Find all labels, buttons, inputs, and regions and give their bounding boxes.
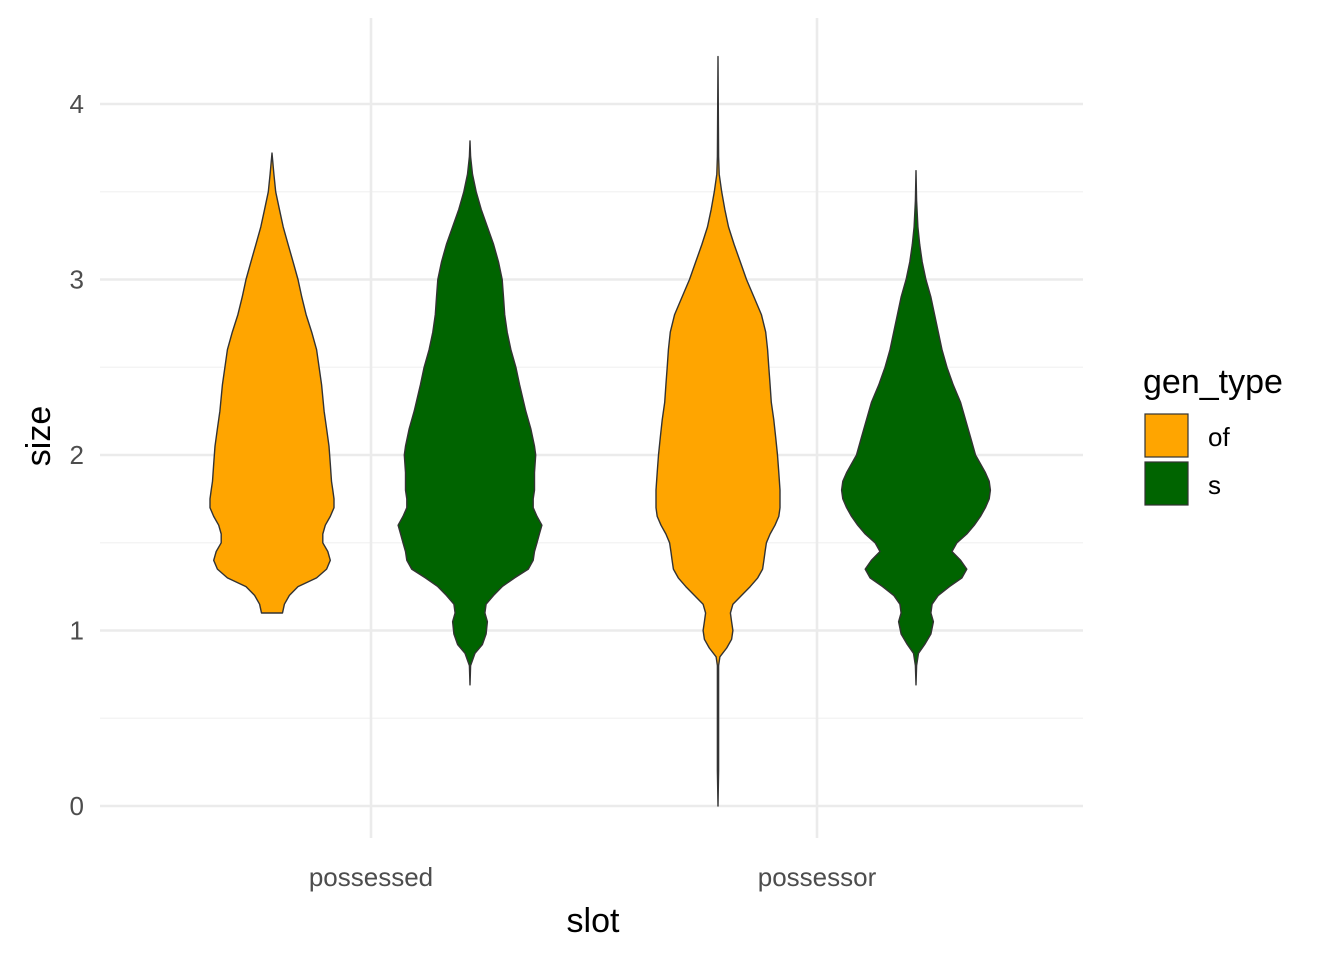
violin-s-possessor <box>840 170 992 686</box>
x-tick-label-possessed: possessed <box>309 862 433 892</box>
y-tick-label: 2 <box>70 440 84 470</box>
y-tick-label: 4 <box>70 89 84 119</box>
y-tick-labels: 0 1 2 3 4 <box>70 89 84 821</box>
x-tick-label-possessor: possessor <box>758 862 877 892</box>
violin-of-possessor <box>655 55 781 807</box>
y-axis-title: size <box>20 406 58 466</box>
legend-key-of <box>1144 413 1189 458</box>
legend: gen_type of s <box>1143 363 1283 506</box>
y-tick-label: 0 <box>70 791 84 821</box>
violin-layer <box>209 55 992 807</box>
x-axis-title: slot <box>567 902 620 940</box>
legend-title: gen_type <box>1143 363 1283 401</box>
y-tick-label: 1 <box>70 616 84 646</box>
legend-key-s <box>1144 461 1189 506</box>
y-tick-label: 3 <box>70 265 84 295</box>
legend-label-of: of <box>1208 422 1230 452</box>
violin-s-possessed <box>397 140 543 686</box>
x-tick-labels: possessed possessor <box>309 862 877 892</box>
violin-of-possessed <box>209 152 335 614</box>
legend-label-s: s <box>1208 470 1221 500</box>
